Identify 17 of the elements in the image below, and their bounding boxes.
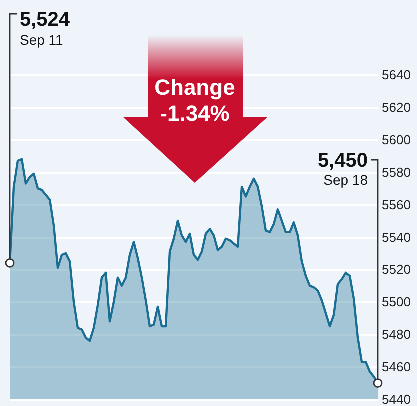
y-tick-label: 5620 [382,100,411,115]
y-tick-label: 5540 [382,230,411,245]
text: 5,524 [20,9,71,31]
annotation: -1.34% [160,101,230,126]
y-tick-label: 5440 [382,392,411,406]
y-tick-label: 5500 [382,294,411,310]
y-tick-label: 5560 [382,197,411,212]
y-tick-label: 5580 [382,164,411,180]
annotation: Sep 18 [324,172,368,188]
y-tick-label: 5460 [382,360,411,375]
y-tick-label: 5480 [382,327,411,342]
text: Sep 11 [20,32,64,48]
annotation: 5,450 [318,150,368,172]
y-tick-label: 5640 [382,68,411,82]
y-tick-label: 5600 [382,132,411,148]
annotation: Change [154,75,236,100]
y-tick-label: 5520 [382,262,411,278]
